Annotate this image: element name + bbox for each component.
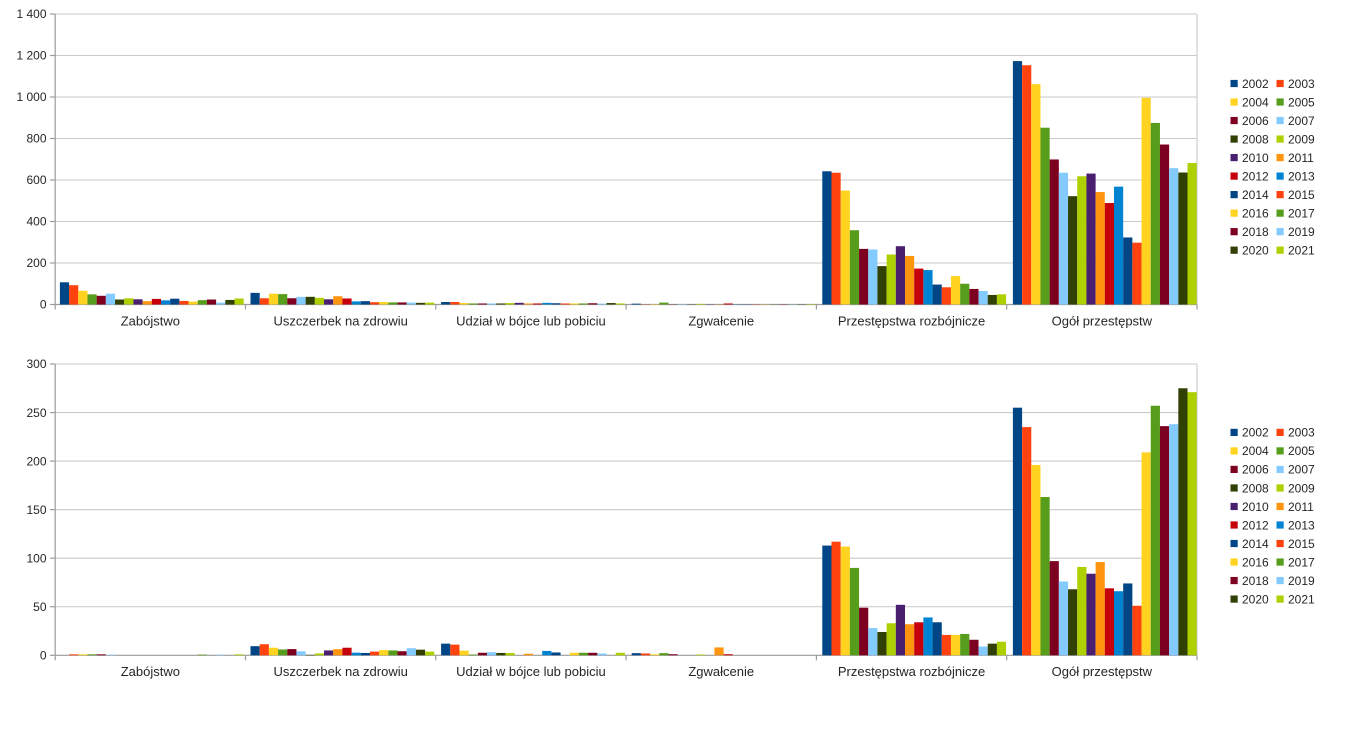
svg-text:1 000: 1 000 xyxy=(16,90,46,104)
svg-text:100: 100 xyxy=(26,551,46,565)
svg-text:2017: 2017 xyxy=(1288,555,1315,569)
svg-text:2018: 2018 xyxy=(1242,574,1269,588)
svg-text:2020: 2020 xyxy=(1242,243,1269,257)
svg-text:2017: 2017 xyxy=(1288,206,1315,220)
svg-text:2013: 2013 xyxy=(1288,518,1315,532)
svg-text:Zgwałcenie: Zgwałcenie xyxy=(688,664,754,679)
svg-text:Udział w bójce lub pobiciu: Udział w bójce lub pobiciu xyxy=(456,313,606,328)
svg-text:0: 0 xyxy=(40,298,47,312)
svg-text:2021: 2021 xyxy=(1288,592,1315,606)
svg-text:200: 200 xyxy=(26,256,46,270)
svg-text:2003: 2003 xyxy=(1288,77,1315,91)
svg-text:Zabójstwo: Zabójstwo xyxy=(121,664,180,679)
svg-text:400: 400 xyxy=(26,215,46,229)
svg-text:2007: 2007 xyxy=(1288,463,1315,477)
svg-text:2002: 2002 xyxy=(1242,77,1269,91)
svg-text:2010: 2010 xyxy=(1242,151,1269,165)
svg-text:2011: 2011 xyxy=(1288,151,1314,165)
svg-text:2021: 2021 xyxy=(1288,243,1315,257)
svg-text:Przestępstwa rozbójnicze: Przestępstwa rozbójnicze xyxy=(838,313,985,328)
svg-text:600: 600 xyxy=(26,173,46,187)
svg-text:150: 150 xyxy=(26,503,46,517)
svg-text:2010: 2010 xyxy=(1242,500,1269,514)
svg-text:1 400: 1 400 xyxy=(16,7,46,21)
svg-text:Zgwałcenie: Zgwałcenie xyxy=(688,313,754,328)
svg-text:2012: 2012 xyxy=(1242,169,1269,183)
svg-text:2006: 2006 xyxy=(1242,463,1269,477)
svg-text:2004: 2004 xyxy=(1242,444,1269,458)
svg-text:200: 200 xyxy=(26,454,46,468)
svg-text:2008: 2008 xyxy=(1242,132,1269,146)
svg-text:250: 250 xyxy=(26,406,46,420)
svg-text:Przestępstwa rozbójnicze: Przestępstwa rozbójnicze xyxy=(838,664,985,679)
svg-text:2016: 2016 xyxy=(1242,206,1269,220)
svg-text:2020: 2020 xyxy=(1242,592,1269,606)
svg-text:2009: 2009 xyxy=(1288,481,1315,495)
svg-text:2019: 2019 xyxy=(1288,225,1315,239)
svg-text:2014: 2014 xyxy=(1242,188,1269,202)
svg-text:2014: 2014 xyxy=(1242,537,1269,551)
svg-text:2015: 2015 xyxy=(1288,188,1315,202)
svg-text:Uszczerbek na zdrowiu: Uszczerbek na zdrowiu xyxy=(273,313,407,328)
svg-text:2013: 2013 xyxy=(1288,169,1315,183)
svg-text:Uszczerbek na zdrowiu: Uszczerbek na zdrowiu xyxy=(273,664,407,679)
svg-text:2016: 2016 xyxy=(1242,555,1269,569)
svg-text:50: 50 xyxy=(33,600,47,614)
svg-text:2015: 2015 xyxy=(1288,537,1315,551)
svg-text:2005: 2005 xyxy=(1288,444,1315,458)
svg-text:300: 300 xyxy=(26,357,46,371)
svg-text:2005: 2005 xyxy=(1288,95,1315,109)
svg-text:2011: 2011 xyxy=(1288,500,1314,514)
svg-text:2003: 2003 xyxy=(1288,426,1315,440)
svg-text:Zabójstwo: Zabójstwo xyxy=(121,313,180,328)
svg-text:Udział w bójce lub pobiciu: Udział w bójce lub pobiciu xyxy=(456,664,606,679)
svg-text:2012: 2012 xyxy=(1242,518,1269,532)
svg-text:Ogół przestępstw: Ogół przestępstw xyxy=(1052,664,1153,679)
svg-text:2018: 2018 xyxy=(1242,225,1269,239)
svg-text:2008: 2008 xyxy=(1242,481,1269,495)
svg-text:2009: 2009 xyxy=(1288,132,1315,146)
svg-text:2004: 2004 xyxy=(1242,95,1269,109)
svg-text:1 200: 1 200 xyxy=(16,49,46,63)
svg-text:Ogół przestępstw: Ogół przestępstw xyxy=(1052,313,1153,328)
svg-text:2019: 2019 xyxy=(1288,574,1315,588)
svg-text:2007: 2007 xyxy=(1288,114,1315,128)
svg-text:800: 800 xyxy=(26,132,46,146)
svg-text:2006: 2006 xyxy=(1242,114,1269,128)
svg-text:2002: 2002 xyxy=(1242,426,1269,440)
svg-text:0: 0 xyxy=(40,649,47,663)
